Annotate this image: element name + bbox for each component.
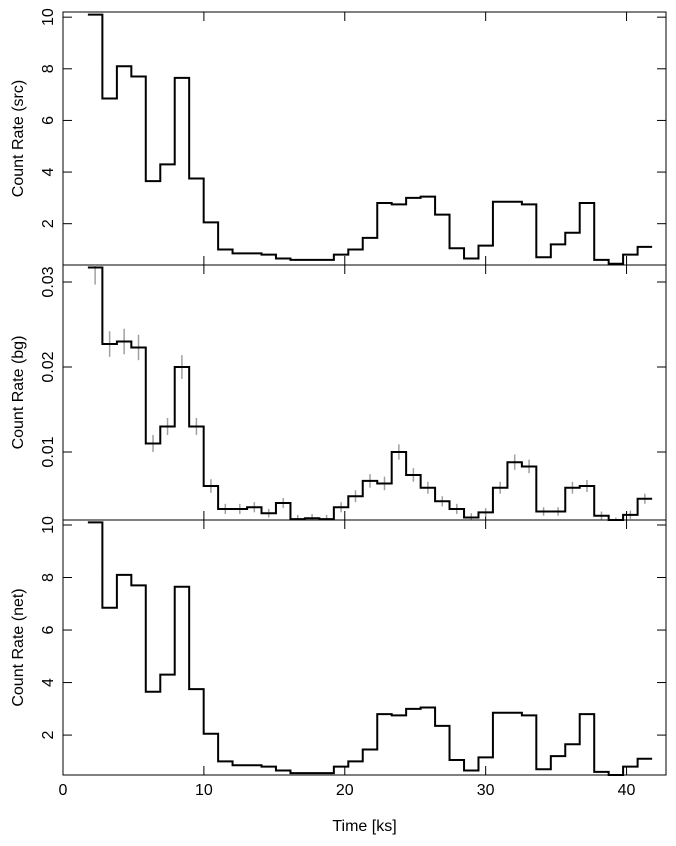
step-line [87, 13, 653, 265]
y-tick-label: 8 [40, 64, 57, 73]
y-tick-label: 0.03 [40, 266, 57, 297]
y-axis-label: Count Rate (net) [10, 588, 27, 706]
y-tick-label: 10 [40, 8, 57, 26]
x-axis-label: Time [ks] [332, 818, 396, 835]
y-axis-label: Count Rate (src) [10, 80, 27, 197]
y-axis-label: Count Rate (bg) [10, 336, 27, 450]
y-tick-label: 6 [40, 625, 57, 634]
x-tick-label: 10 [195, 782, 213, 799]
y-tick-label: 2 [40, 219, 57, 228]
plot-frame [62, 11, 667, 266]
step-line [87, 521, 653, 776]
y-tick-label: 2 [40, 731, 57, 740]
plot-frame [62, 519, 667, 776]
y-tick-label: 4 [40, 678, 57, 687]
x-tick-label: 0 [59, 782, 68, 799]
y-tick-label: 0.01 [40, 436, 57, 467]
y-tick-label: 6 [40, 116, 57, 125]
y-tick-label: 8 [40, 573, 57, 582]
step-line [87, 266, 653, 521]
x-tick-label: 30 [477, 782, 495, 799]
y-tick-label: 10 [40, 516, 57, 534]
x-tick-label: 20 [336, 782, 354, 799]
y-tick-label: 0.02 [40, 351, 57, 382]
y-tick-label: 4 [40, 168, 57, 177]
x-tick-label: 40 [618, 782, 636, 799]
